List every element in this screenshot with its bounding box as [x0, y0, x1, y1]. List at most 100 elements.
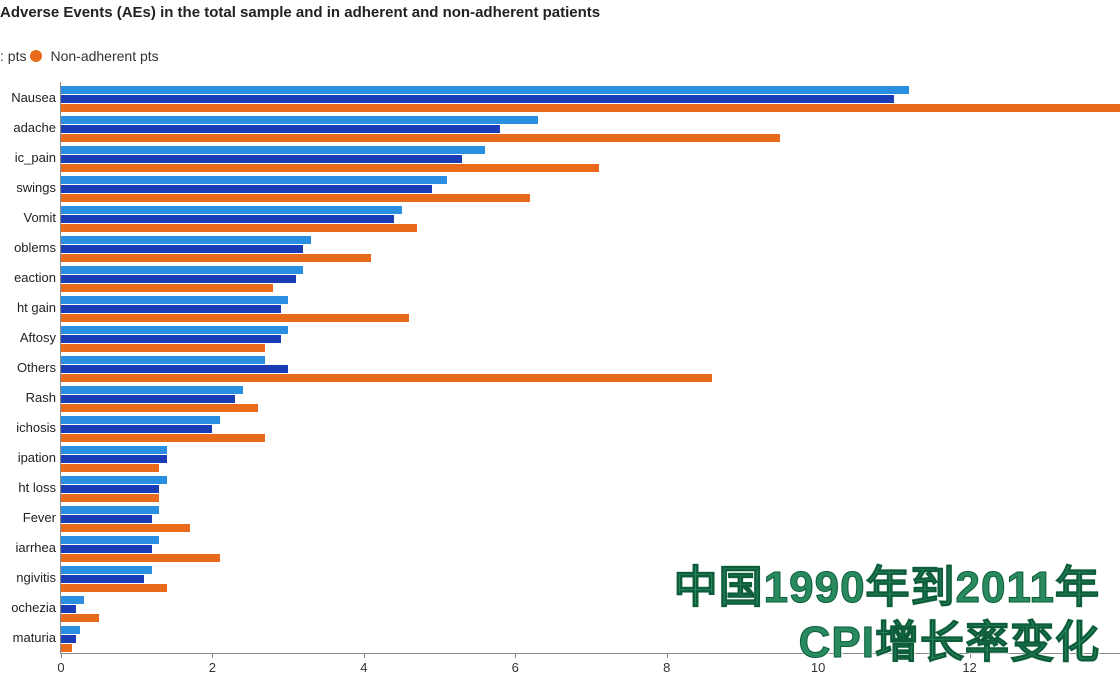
y-axis-label: ht gain [17, 300, 56, 315]
bar-adherent [61, 635, 76, 643]
bar-adherent [61, 305, 281, 313]
bar-adherent [61, 185, 432, 193]
bar-group [61, 594, 1120, 624]
bar-total [61, 236, 311, 244]
bar-total [61, 356, 265, 364]
bar-nonadherent [61, 314, 409, 322]
legend-series1-suffix: : pts [0, 48, 26, 64]
bar-total [61, 476, 167, 484]
bar-nonadherent [61, 494, 159, 502]
bar-nonadherent [61, 614, 99, 622]
bar-adherent [61, 155, 462, 163]
legend: : pts Non-adherent pts [0, 48, 159, 64]
bar-total [61, 266, 303, 274]
y-axis-label: Fever [23, 510, 56, 525]
y-axis-label: ic_pain [15, 150, 56, 165]
bar-group [61, 414, 1120, 444]
bar-adherent [61, 245, 303, 253]
bar-group [61, 174, 1120, 204]
bar-nonadherent [61, 284, 273, 292]
y-axis-label: adache [13, 120, 56, 135]
y-axis-label: ochezia [11, 600, 56, 615]
y-axis-label: Vomit [23, 210, 56, 225]
bar-nonadherent [61, 464, 159, 472]
bar-group [61, 234, 1120, 264]
bar-adherent [61, 95, 894, 103]
bar-group [61, 624, 1120, 654]
bar-nonadherent [61, 164, 599, 172]
x-tick-label: 12 [962, 660, 976, 675]
chart-container: 024681012Nauseaadacheic_painswingsVomito… [0, 82, 1120, 682]
bar-nonadherent [61, 524, 190, 532]
bar-nonadherent [61, 434, 265, 442]
bar-group [61, 354, 1120, 384]
bar-adherent [61, 275, 296, 283]
x-tick-label: 8 [663, 660, 670, 675]
y-axis-label: iarrhea [16, 540, 56, 555]
x-tick-label: 2 [209, 660, 216, 675]
y-axis-label: Others [17, 360, 56, 375]
chart-title: Adverse Events (AEs) in the total sample… [0, 4, 600, 21]
bar-total [61, 566, 152, 574]
y-axis-label: Rash [26, 390, 56, 405]
bar-total [61, 326, 288, 334]
legend-dot-nonadherent [30, 50, 42, 62]
bar-total [61, 416, 220, 424]
y-axis-label: Aftosy [20, 330, 56, 345]
bar-total [61, 86, 909, 94]
bar-total [61, 536, 159, 544]
bar-nonadherent [61, 104, 1120, 112]
y-axis-label: ipation [18, 450, 56, 465]
bar-group [61, 564, 1120, 594]
bar-group [61, 84, 1120, 114]
bar-group [61, 204, 1120, 234]
y-axis-label: Nausea [11, 90, 56, 105]
y-axis-label: ichosis [16, 420, 56, 435]
bar-adherent [61, 215, 394, 223]
bar-adherent [61, 545, 152, 553]
bar-adherent [61, 485, 159, 493]
bar-adherent [61, 335, 281, 343]
y-axis-label: swings [16, 180, 56, 195]
bar-group [61, 534, 1120, 564]
bar-adherent [61, 425, 212, 433]
bar-total [61, 506, 159, 514]
bar-nonadherent [61, 554, 220, 562]
bar-adherent [61, 605, 76, 613]
bar-total [61, 116, 538, 124]
y-axis-label: ht loss [18, 480, 56, 495]
bar-group [61, 264, 1120, 294]
bar-nonadherent [61, 644, 72, 652]
bar-adherent [61, 395, 235, 403]
bar-nonadherent [61, 584, 167, 592]
bar-group [61, 294, 1120, 324]
x-tick-label: 4 [360, 660, 367, 675]
bar-group [61, 504, 1120, 534]
bar-total [61, 296, 288, 304]
y-axis-label: oblems [14, 240, 56, 255]
bar-adherent [61, 515, 152, 523]
bar-total [61, 386, 243, 394]
bar-adherent [61, 575, 144, 583]
bar-nonadherent [61, 404, 258, 412]
x-tick-label: 0 [57, 660, 64, 675]
y-axis-label: ngivitis [16, 570, 56, 585]
bar-group [61, 114, 1120, 144]
bar-group [61, 144, 1120, 174]
y-axis-label: eaction [14, 270, 56, 285]
bar-group [61, 474, 1120, 504]
bar-adherent [61, 125, 500, 133]
bar-total [61, 446, 167, 454]
bar-adherent [61, 455, 167, 463]
legend-series2-label: Non-adherent pts [50, 48, 158, 64]
bar-total [61, 176, 447, 184]
bar-total [61, 146, 485, 154]
bar-nonadherent [61, 134, 780, 142]
bar-adherent [61, 365, 288, 373]
bar-nonadherent [61, 254, 371, 262]
bar-group [61, 384, 1120, 414]
bar-group [61, 324, 1120, 354]
bar-nonadherent [61, 194, 530, 202]
x-tick-label: 10 [811, 660, 825, 675]
bar-total [61, 596, 84, 604]
